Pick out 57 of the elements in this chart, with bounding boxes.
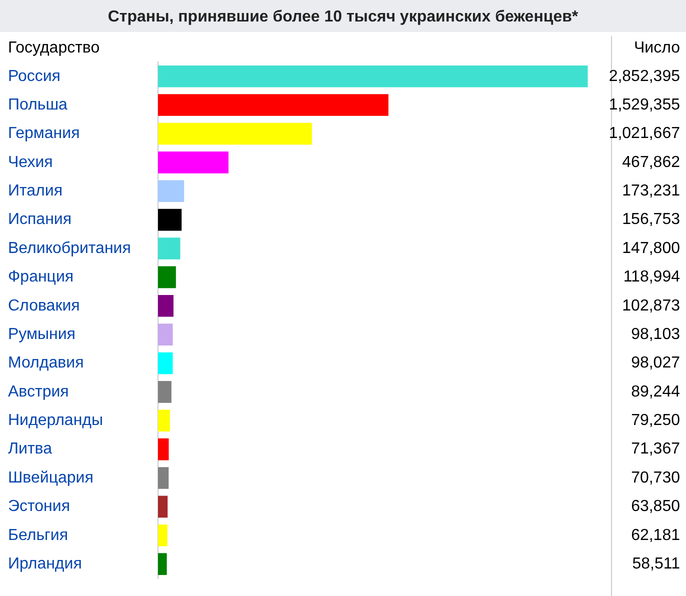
data-label: 89,244 xyxy=(631,383,680,400)
y-tick-label: Россия xyxy=(8,68,60,85)
bar xyxy=(158,266,176,288)
y-tick-label: Великобритания xyxy=(8,240,131,257)
data-label: 173,231 xyxy=(622,182,680,200)
data-label: 71,367 xyxy=(631,440,680,458)
chart-title: Страны, принявшие более 10 тысяч украинских беженцев* xyxy=(108,8,579,26)
bar xyxy=(158,152,228,174)
bar xyxy=(158,294,174,317)
bar xyxy=(158,94,388,116)
y-tick-label: Польша xyxy=(8,96,68,114)
data-label: 2,852,395 xyxy=(608,68,680,85)
y-tick-label: Италия xyxy=(8,182,62,200)
bar xyxy=(158,180,184,202)
data-label: 79,250 xyxy=(631,412,680,430)
bar xyxy=(158,238,180,260)
data-label: 1,021,667 xyxy=(608,125,680,142)
data-label: 58,511 xyxy=(632,555,680,572)
y-tick-label: Испания xyxy=(8,211,72,228)
bar xyxy=(158,65,588,88)
y-tick-label: Нидерланды xyxy=(8,412,103,430)
y-tick-label: Бельгия xyxy=(8,526,68,544)
bar xyxy=(158,467,169,489)
bar xyxy=(158,352,173,374)
y-axis-title: Государство xyxy=(8,39,100,56)
data-label: 467,862 xyxy=(622,154,680,171)
data-label: 102,873 xyxy=(622,297,680,314)
bar xyxy=(158,381,172,403)
data-label: 1,529,355 xyxy=(608,96,680,114)
x-axis-title: Число xyxy=(634,39,680,56)
bar xyxy=(158,208,182,231)
y-tick-label: Литва xyxy=(8,440,52,458)
y-tick-label: Эстония xyxy=(8,498,70,516)
y-tick-label: Молдавия xyxy=(8,354,84,372)
y-tick-label: Швейцария xyxy=(8,469,94,486)
y-tick-label: Германия xyxy=(8,125,80,142)
data-label: 98,027 xyxy=(631,354,680,372)
bar xyxy=(158,438,169,460)
y-tick-label: Австрия xyxy=(8,383,69,400)
bar xyxy=(158,524,168,546)
data-label: 118,994 xyxy=(623,268,680,286)
y-tick-label: Румыния xyxy=(8,326,76,343)
y-tick-label: Чехия xyxy=(8,154,53,171)
data-label: 62,181 xyxy=(631,526,680,544)
data-label: 156,753 xyxy=(622,211,680,228)
y-tick-label: Ирландия xyxy=(8,555,82,572)
bar xyxy=(158,410,170,432)
data-label: 70,730 xyxy=(631,469,680,486)
y-tick-label: Словакия xyxy=(8,297,80,314)
y-tick-label: Франция xyxy=(8,268,74,286)
data-label: 63,850 xyxy=(631,498,680,516)
data-label: 98,103 xyxy=(631,326,680,343)
bar xyxy=(158,496,168,518)
data-label: 147,800 xyxy=(622,240,680,257)
bar xyxy=(158,324,173,346)
bar xyxy=(158,122,312,145)
bar xyxy=(158,553,167,575)
